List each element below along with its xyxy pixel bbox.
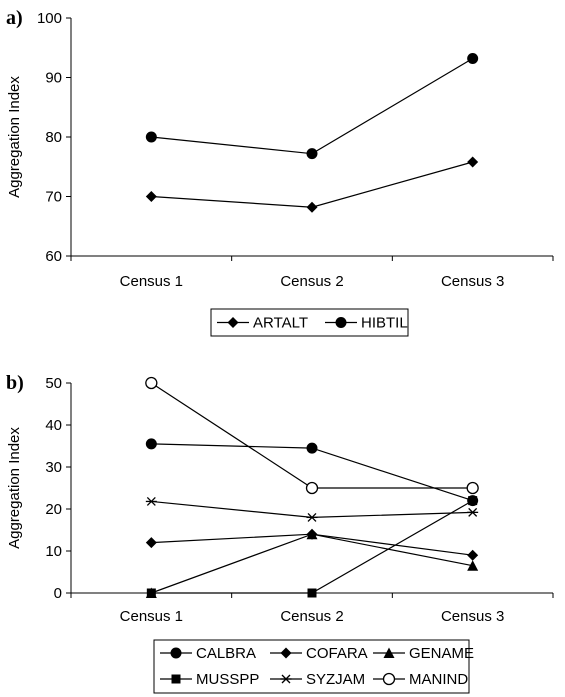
y-tick-label: 30 <box>45 459 62 476</box>
legend-item: CALBRA <box>160 645 256 662</box>
legend-marker <box>170 647 182 659</box>
series-line <box>151 533 473 594</box>
legend-marker <box>171 674 181 684</box>
legend-label: HIBTIL <box>361 315 408 332</box>
data-point <box>145 496 157 506</box>
legend-label: MANIND <box>409 671 468 688</box>
y-tick-label: 40 <box>45 417 62 434</box>
y-tick-label: 100 <box>37 10 62 27</box>
legend-item: SYZJAM <box>270 671 365 688</box>
legend-item: MUSSPP <box>160 671 259 688</box>
x-tick-label: Census 3 <box>441 608 504 625</box>
y-tick-label: 70 <box>45 189 62 206</box>
y-tick-label: 60 <box>45 248 62 265</box>
legend: ARTALT HIBTIL <box>210 308 409 337</box>
series-artalt <box>145 156 479 213</box>
x-tick-label: Census 1 <box>120 608 183 625</box>
y-tick-label: 0 <box>54 585 62 602</box>
x-tick-label: Census 2 <box>280 273 343 290</box>
legend-item: HIBTIL <box>325 315 408 332</box>
legend-marker <box>383 647 395 658</box>
legend-label: MUSSPP <box>196 671 259 688</box>
series-hibtil <box>145 52 479 160</box>
data-point <box>307 588 317 598</box>
chart-a: 60 70 80 90 100 Census 1 Census 2 Census 3 Aggre… <box>6 10 554 337</box>
legend-marker <box>280 647 292 659</box>
legend-box <box>153 639 470 694</box>
data-point <box>145 376 158 390</box>
legend-marker <box>227 317 239 328</box>
y-axis-label: Aggregation Index <box>6 427 23 549</box>
panel-b-label: b) <box>6 372 24 394</box>
legend-marker <box>382 672 396 686</box>
legend-item: MANIND <box>373 671 468 688</box>
series-gename <box>145 528 479 598</box>
series-musspp <box>146 496 478 598</box>
legend-label: SYZJAM <box>306 671 365 688</box>
data-point <box>467 507 479 517</box>
data-point <box>467 560 479 571</box>
data-point <box>306 201 318 213</box>
y-axis-label: Aggregation Index <box>6 76 23 198</box>
y-tick-label: 50 <box>45 375 62 392</box>
data-point <box>306 528 318 540</box>
legend-label: ARTALT <box>253 315 308 332</box>
data-point <box>467 52 479 64</box>
y-tick-label: 10 <box>45 543 62 560</box>
series-manind <box>145 376 479 495</box>
legend: CALBRA COFARA GENAME MUSSPP SYZJAM MANIND <box>153 639 474 694</box>
series-syzjam <box>145 496 479 522</box>
legend-label: COFARA <box>306 645 368 662</box>
series-line <box>151 500 473 519</box>
x-tick-label: Census 2 <box>280 608 343 625</box>
chart-b: 0 10 20 30 40 50 Census 1 Census 2 Census 3 Aggre… <box>6 375 554 694</box>
data-point <box>305 481 319 495</box>
legend-marker <box>335 317 347 328</box>
series-line <box>151 161 473 208</box>
data-point <box>146 588 156 598</box>
data-point <box>306 148 318 160</box>
data-point <box>145 131 157 143</box>
data-point <box>145 438 157 450</box>
data-point <box>467 156 479 168</box>
legend-label: CALBRA <box>196 645 256 662</box>
data-point <box>306 442 318 454</box>
y-tick-label: 80 <box>45 129 62 146</box>
series-line <box>151 382 473 489</box>
legend-item: COFARA <box>270 645 368 662</box>
legend-label: GENAME <box>409 645 474 662</box>
data-point <box>306 512 318 522</box>
data-point <box>467 549 479 561</box>
legend-item: ARTALT <box>217 315 308 332</box>
x-tick-label: Census 3 <box>441 273 504 290</box>
y-tick-label: 20 <box>45 501 62 518</box>
data-point <box>468 496 478 506</box>
series-line <box>151 57 473 155</box>
y-tick-label: 90 <box>45 70 62 87</box>
data-point <box>145 537 157 549</box>
data-point <box>466 481 479 495</box>
legend-item: GENAME <box>373 645 474 662</box>
data-point <box>145 191 157 202</box>
panel-a-label: a) <box>6 7 23 29</box>
legend-marker <box>280 674 292 684</box>
x-tick-label: Census 1 <box>120 273 183 290</box>
series-calbra <box>145 438 479 507</box>
